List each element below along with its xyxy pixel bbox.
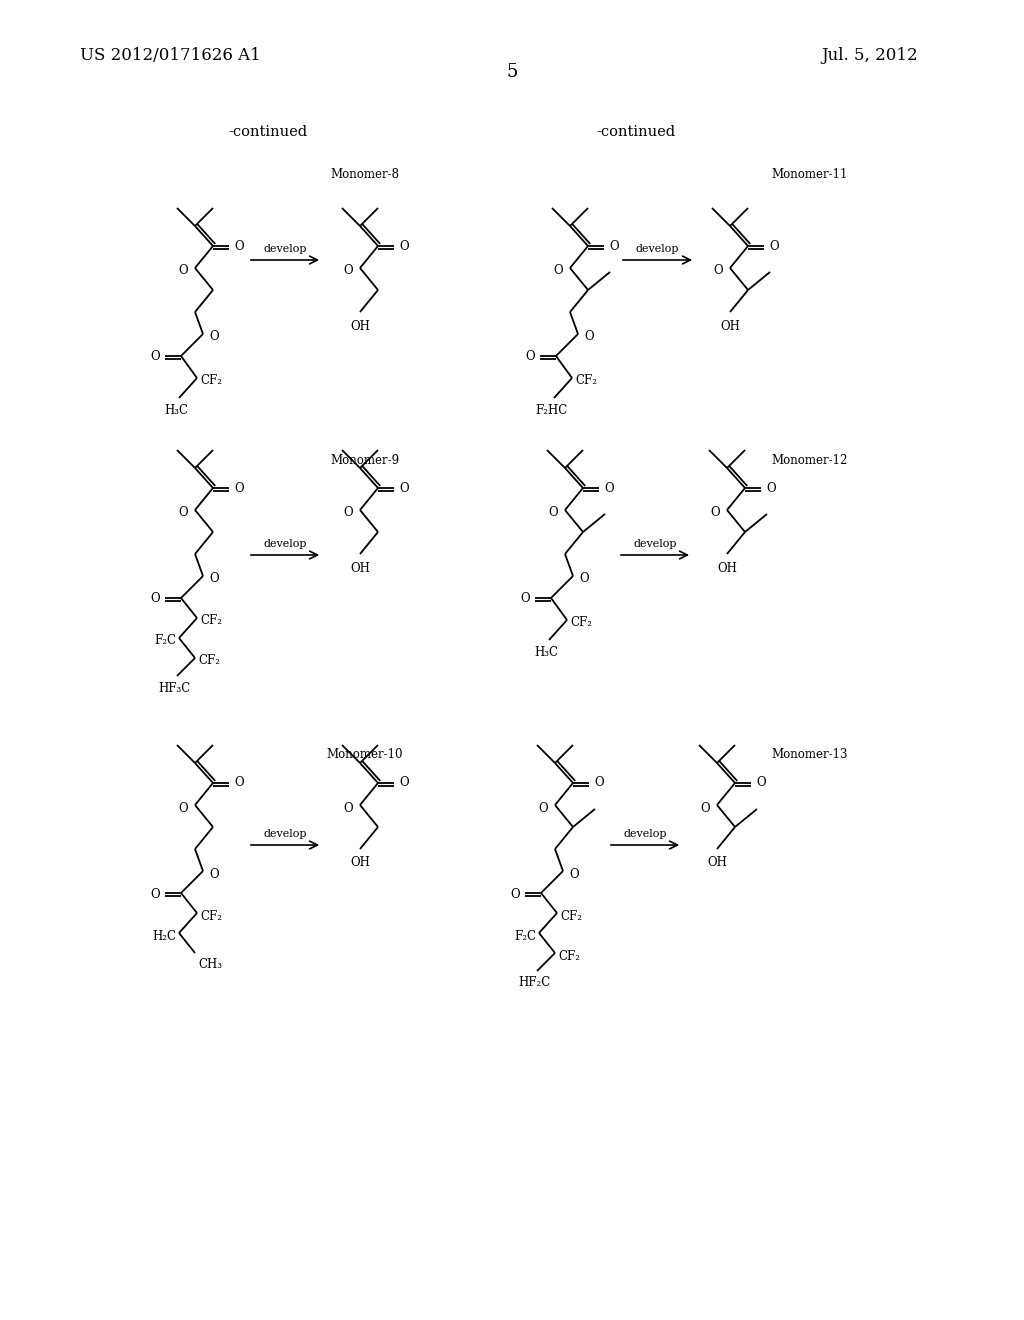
Text: -continued: -continued <box>228 125 307 139</box>
Text: HF₃C: HF₃C <box>158 681 190 694</box>
Text: O: O <box>151 351 160 363</box>
Text: Monomer-13: Monomer-13 <box>772 748 848 762</box>
Text: O: O <box>609 239 618 252</box>
Text: O: O <box>579 573 589 586</box>
Text: O: O <box>209 867 219 880</box>
Text: H₃C: H₃C <box>534 645 558 659</box>
Text: O: O <box>209 573 219 586</box>
Text: develop: develop <box>636 244 679 253</box>
Text: OH: OH <box>717 561 737 574</box>
Text: CH₃: CH₃ <box>198 958 222 972</box>
Text: Monomer-11: Monomer-11 <box>772 168 848 181</box>
Text: O: O <box>520 593 530 606</box>
Text: O: O <box>510 887 520 900</box>
Text: O: O <box>178 507 188 520</box>
Text: CF₂: CF₂ <box>575 375 597 388</box>
Text: O: O <box>756 776 766 789</box>
Text: OH: OH <box>350 857 370 870</box>
Text: O: O <box>525 351 535 363</box>
Text: O: O <box>234 239 244 252</box>
Text: F₂C: F₂C <box>514 929 536 942</box>
Text: CF₂: CF₂ <box>558 949 580 962</box>
Text: CF₂: CF₂ <box>200 615 222 627</box>
Text: O: O <box>399 776 409 789</box>
Text: O: O <box>714 264 723 277</box>
Text: O: O <box>399 482 409 495</box>
Text: CF₂: CF₂ <box>200 375 222 388</box>
Text: O: O <box>399 239 409 252</box>
Text: F₂HC: F₂HC <box>535 404 567 417</box>
Text: H₃C: H₃C <box>164 404 188 417</box>
Text: develop: develop <box>624 829 667 840</box>
Text: develop: develop <box>633 539 677 549</box>
Text: US 2012/0171626 A1: US 2012/0171626 A1 <box>80 46 261 63</box>
Text: O: O <box>209 330 219 343</box>
Text: Monomer-8: Monomer-8 <box>331 168 399 181</box>
Text: O: O <box>178 264 188 277</box>
Text: O: O <box>343 801 353 814</box>
Text: 5: 5 <box>506 63 518 81</box>
Text: HF₂C: HF₂C <box>518 977 550 990</box>
Text: O: O <box>553 264 563 277</box>
Text: OH: OH <box>707 857 727 870</box>
Text: OH: OH <box>350 319 370 333</box>
Text: CF₂: CF₂ <box>560 909 582 923</box>
Text: OH: OH <box>720 319 740 333</box>
Text: F₂C: F₂C <box>154 635 176 648</box>
Text: Monomer-9: Monomer-9 <box>331 454 399 466</box>
Text: H₂C: H₂C <box>152 929 176 942</box>
Text: CF₂: CF₂ <box>200 909 222 923</box>
Text: O: O <box>594 776 603 789</box>
Text: O: O <box>539 801 548 814</box>
Text: O: O <box>569 867 579 880</box>
Text: Monomer-12: Monomer-12 <box>772 454 848 466</box>
Text: O: O <box>151 887 160 900</box>
Text: O: O <box>343 507 353 520</box>
Text: O: O <box>178 801 188 814</box>
Text: O: O <box>549 507 558 520</box>
Text: O: O <box>700 801 710 814</box>
Text: O: O <box>769 239 778 252</box>
Text: O: O <box>711 507 720 520</box>
Text: O: O <box>234 776 244 789</box>
Text: O: O <box>584 330 594 343</box>
Text: Monomer-10: Monomer-10 <box>327 748 403 762</box>
Text: O: O <box>604 482 613 495</box>
Text: develop: develop <box>263 829 307 840</box>
Text: develop: develop <box>263 244 307 253</box>
Text: O: O <box>766 482 775 495</box>
Text: Jul. 5, 2012: Jul. 5, 2012 <box>821 46 919 63</box>
Text: O: O <box>234 482 244 495</box>
Text: O: O <box>343 264 353 277</box>
Text: CF₂: CF₂ <box>198 655 220 668</box>
Text: OH: OH <box>350 561 370 574</box>
Text: CF₂: CF₂ <box>570 616 592 630</box>
Text: develop: develop <box>263 539 307 549</box>
Text: -continued: -continued <box>596 125 676 139</box>
Text: O: O <box>151 593 160 606</box>
